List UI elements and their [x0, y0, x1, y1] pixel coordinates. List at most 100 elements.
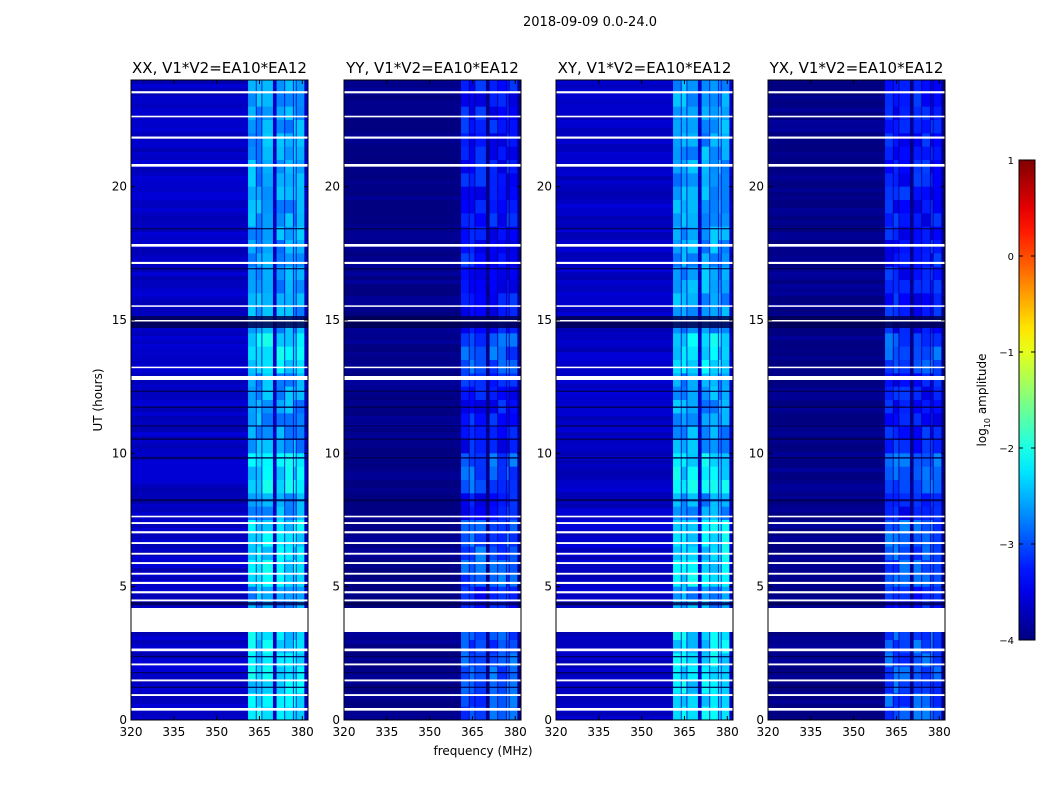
band-cell: [922, 160, 930, 174]
noise-row: [131, 444, 308, 449]
band-cell: [885, 426, 893, 441]
band-cell: [893, 386, 899, 401]
band-cell: [933, 240, 942, 254]
band-cell: [930, 226, 933, 241]
band-cell: [285, 413, 293, 428]
band-cell: [248, 453, 256, 468]
y-tick-label: 5: [119, 580, 127, 594]
band-cell: [681, 653, 687, 668]
band-cell: [475, 533, 486, 548]
flagged-row: [768, 679, 945, 682]
band-cell: [701, 160, 710, 174]
band-cell: [461, 373, 469, 388]
band-cell: [673, 80, 681, 94]
noise-row: [768, 528, 945, 533]
noise-row: [556, 596, 733, 601]
band-cell: [710, 600, 718, 614]
noise-row: [768, 700, 945, 705]
noise-row: [344, 500, 521, 505]
band-cell: [718, 106, 721, 121]
band-cell: [673, 586, 681, 601]
band-cell: [687, 306, 698, 321]
band-cell: [721, 146, 730, 161]
noise-row: [131, 584, 308, 589]
noise-row: [556, 664, 733, 669]
band-cell: [933, 573, 942, 588]
flagged-row: [131, 320, 308, 322]
noise-row: [344, 448, 521, 453]
noise-row: [344, 220, 521, 225]
band-cell: [285, 586, 293, 601]
band-cell: [899, 173, 910, 188]
band-cell: [913, 186, 922, 201]
dark-row: [344, 438, 521, 440]
band-cell: [930, 293, 933, 308]
band-cell: [276, 640, 285, 654]
band-cell: [296, 346, 305, 361]
band-cell: [710, 453, 718, 468]
noise-row: [131, 172, 308, 177]
band-cell: [469, 653, 475, 668]
band-cell: [673, 253, 681, 268]
x-tick-label: 380: [291, 725, 314, 739]
noise-row: [344, 564, 521, 569]
band-cell: [681, 93, 687, 108]
band-cell: [893, 533, 899, 548]
band-cell: [701, 186, 710, 201]
noise-row: [556, 396, 733, 401]
band-cell: [489, 386, 498, 401]
noise-row: [768, 308, 945, 313]
noise-row: [556, 268, 733, 273]
band-cell: [293, 640, 296, 654]
band-cell: [498, 573, 506, 588]
band-cell: [461, 93, 469, 108]
noise-row: [556, 124, 733, 129]
flagged-row: [344, 591, 521, 594]
band-cell: [681, 346, 687, 361]
noise-row: [768, 500, 945, 505]
band-cell: [701, 173, 710, 188]
band-cell: [262, 226, 273, 241]
band-cell: [701, 413, 710, 428]
noise-row: [556, 292, 733, 297]
band-cell: [899, 146, 910, 161]
noise-row: [131, 512, 308, 517]
band-cell: [256, 80, 262, 94]
noise-row: [556, 704, 733, 709]
band-cell: [262, 266, 273, 281]
band-cell: [933, 386, 942, 401]
band-cell: [461, 693, 469, 708]
noise-row: [768, 224, 945, 229]
colorbar-tick-label: −2: [999, 444, 1014, 455]
band-cell: [509, 653, 518, 668]
noise-row: [556, 284, 733, 289]
band-cell: [721, 133, 730, 148]
y-tick-label: 0: [544, 713, 552, 727]
flagged-row: [131, 376, 308, 380]
band-cell: [461, 426, 469, 441]
noise-row: [556, 360, 733, 365]
noise-row: [556, 108, 733, 113]
noise-row: [131, 100, 308, 105]
band-cell: [687, 266, 698, 281]
band-cell: [296, 160, 305, 174]
band-cell: [262, 200, 273, 214]
band-cell: [489, 160, 498, 174]
band-cell: [893, 240, 899, 254]
noise-row: [556, 452, 733, 457]
noise-row: [556, 556, 733, 561]
band-cell: [461, 333, 469, 348]
noise-row: [344, 452, 521, 457]
band-cell: [893, 93, 899, 108]
band-cell: [710, 186, 718, 201]
band-cell: [498, 160, 506, 174]
noise-row: [131, 132, 308, 137]
band-cell: [296, 640, 305, 654]
band-cell: [701, 266, 710, 281]
band-cell: [885, 693, 893, 708]
band-cell: [276, 173, 285, 188]
band-cell: [489, 280, 498, 294]
band-cell: [276, 453, 285, 468]
band-cell: [293, 586, 296, 601]
band-cell: [276, 80, 285, 94]
